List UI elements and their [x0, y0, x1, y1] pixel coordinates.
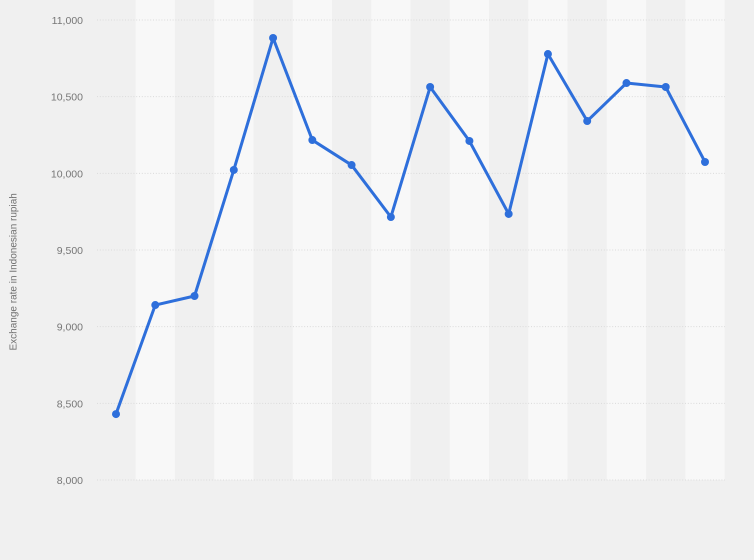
- svg-text:8,500: 8,500: [57, 398, 83, 410]
- svg-text:10,000: 10,000: [51, 168, 83, 180]
- svg-text:9,500: 9,500: [57, 245, 83, 257]
- svg-text:10,500: 10,500: [51, 92, 83, 104]
- svg-text:11,000: 11,000: [52, 15, 83, 27]
- svg-text:8,000: 8,000: [57, 475, 83, 487]
- svg-text:9,000: 9,000: [57, 322, 83, 334]
